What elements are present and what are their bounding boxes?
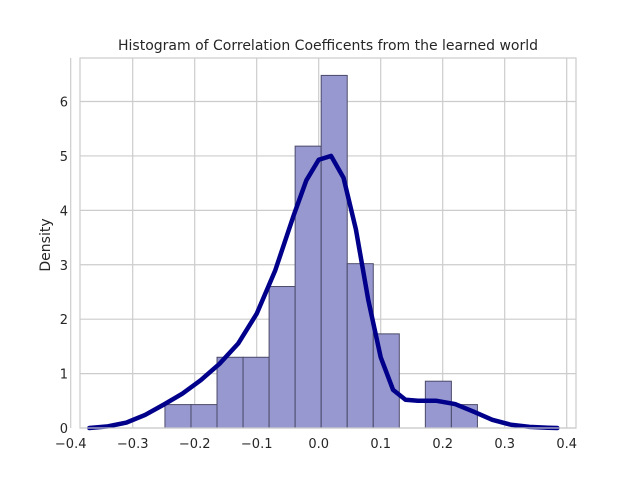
y-tick-label: 0	[60, 422, 68, 437]
histogram-bars	[164, 74, 478, 429]
kde-curve	[87, 153, 560, 431]
x-tick-label: 0.3	[494, 437, 515, 452]
histogram-bar	[164, 404, 192, 429]
x-tick-label: −0.1	[241, 437, 273, 452]
histogram-bar	[268, 286, 296, 429]
y-tick-label: 3	[60, 259, 68, 274]
histogram-bar	[242, 356, 270, 429]
y-tick-labels: 0 1 2 3 4 5 6	[60, 96, 68, 437]
histogram-bar	[190, 404, 218, 429]
x-tick-label: 0.1	[370, 437, 391, 452]
x-tick-label: −0.2	[179, 437, 211, 452]
x-tick-label: 0.2	[432, 437, 453, 452]
y-tick-label: 5	[60, 150, 68, 165]
kde-curve-group	[87, 153, 560, 431]
plot-frame	[79, 57, 577, 429]
x-tick-label: −0.4	[55, 437, 87, 452]
x-tick-label: 0.4	[556, 437, 577, 452]
x-tick-label: 0.0	[308, 437, 329, 452]
histogram-bar	[294, 145, 322, 429]
x-tick-label: −0.3	[117, 437, 149, 452]
y-axis-label: Density	[38, 218, 54, 271]
y-tick-label: 4	[60, 204, 68, 219]
histogram-bar	[320, 74, 348, 429]
chart-title: Histogram of Correlation Coefficents fro…	[118, 38, 538, 54]
y-tick-label: 6	[60, 96, 68, 111]
x-tick-labels: −0.4 −0.3 −0.2 −0.1 0.0 0.1 0.2 0.3 0.4	[55, 437, 577, 452]
histogram-bar	[216, 356, 244, 429]
y-tick-label: 1	[60, 368, 68, 383]
axes-frame	[79, 57, 577, 429]
histogram-bar	[346, 263, 374, 429]
y-tick-label: 2	[60, 313, 68, 328]
